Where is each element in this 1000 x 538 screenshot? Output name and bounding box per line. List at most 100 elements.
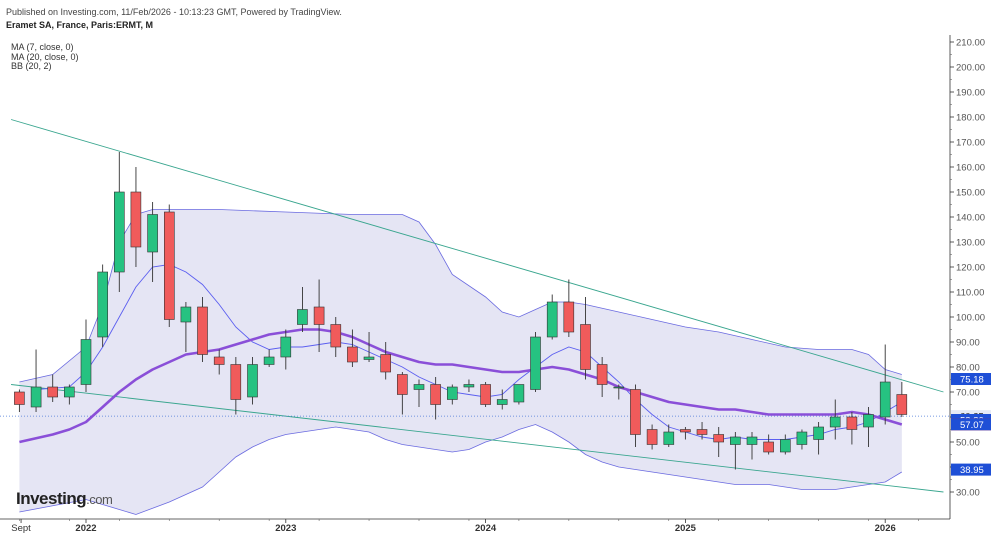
y-tick-label: 190.00 <box>956 88 985 99</box>
y-tick-label: 160.00 <box>956 163 985 174</box>
candle <box>779 434 791 455</box>
candle <box>713 427 725 457</box>
candle <box>263 349 275 367</box>
candle-body <box>247 364 258 398</box>
candle-body <box>280 336 292 358</box>
candle-body <box>347 346 358 363</box>
x-tick-label: 2026 <box>875 523 896 534</box>
candle <box>630 384 641 447</box>
candle-body <box>80 339 92 385</box>
price-badge: 38.95 <box>951 463 991 476</box>
price-badge-bg <box>951 463 991 476</box>
candle-body <box>14 391 25 405</box>
candle <box>14 389 25 412</box>
candle-body <box>147 214 158 253</box>
indicator-ma7[interactable]: MA (7, close, 0) <box>11 42 74 52</box>
candle <box>80 319 92 392</box>
candle-body <box>530 336 541 390</box>
candle-body <box>413 384 425 390</box>
y-tick-label: 130.00 <box>956 238 985 249</box>
candle-body <box>446 386 458 400</box>
candle-body <box>713 434 725 443</box>
candle <box>180 302 192 352</box>
candle <box>896 382 908 417</box>
bollinger-band-fill <box>19 209 902 515</box>
candle <box>863 407 874 447</box>
candle-body <box>779 439 791 453</box>
price-badge-label: 38.95 <box>960 465 984 476</box>
candle-body <box>729 436 741 445</box>
candle <box>746 432 758 460</box>
candle-body <box>64 386 75 398</box>
candle <box>829 399 841 440</box>
candle-body <box>896 394 908 415</box>
price-badge-bg <box>951 373 991 385</box>
chart-header: Published on Investing.com, 11/Feb/2026 … <box>6 6 342 32</box>
indicator-ma20[interactable]: MA (20, close, 0) <box>11 51 79 62</box>
candle <box>380 342 392 380</box>
candle <box>396 372 408 415</box>
candle-body <box>863 414 874 428</box>
plot-area <box>0 119 950 515</box>
candle-body <box>213 356 225 365</box>
candle-body <box>663 431 675 445</box>
candle <box>280 329 292 370</box>
candle <box>430 377 441 420</box>
y-tick-label: 150.00 <box>956 188 985 199</box>
candle <box>213 349 225 375</box>
candle-body <box>396 374 408 395</box>
candle-body <box>313 306 325 325</box>
candle-body <box>746 436 758 445</box>
candle-body <box>513 384 525 403</box>
candle <box>546 294 558 340</box>
candle <box>247 357 258 405</box>
candle <box>729 432 741 470</box>
y-tick-label: 90.00 <box>956 338 980 349</box>
candle-body <box>480 384 491 405</box>
x-tick-label: 2024 <box>475 523 497 534</box>
candle-body <box>546 301 558 338</box>
indicator-bb[interactable]: BB (20, 2) <box>11 61 52 71</box>
candle <box>130 167 142 267</box>
candle-body <box>180 306 192 323</box>
candle <box>596 357 608 397</box>
trendline-upper <box>10 119 944 393</box>
candle <box>30 349 42 412</box>
candle-body <box>330 324 342 348</box>
candle-body <box>164 211 175 320</box>
candle-body <box>230 364 242 400</box>
ma20-line <box>19 328 903 444</box>
investing-logo: Investing.com <box>16 489 113 509</box>
candle <box>47 374 59 402</box>
candle <box>330 317 342 357</box>
price-badge: 75.18 <box>951 373 991 386</box>
y-tick-label: 120.00 <box>956 263 985 274</box>
y-tick-label: 200.00 <box>956 63 985 74</box>
y-tick-label: 110.00 <box>956 288 984 299</box>
candle-body <box>563 301 575 333</box>
logo-brand: Investing <box>16 489 87 508</box>
candle-body <box>430 384 441 405</box>
candle <box>197 297 208 362</box>
candle <box>613 384 625 400</box>
bollinger-lower-line <box>19 424 903 515</box>
candle <box>680 427 691 440</box>
candle <box>846 412 858 445</box>
indicator-legend: MA (7, close, 0) MA (20, close, 0) BB (2… <box>11 42 79 72</box>
ma7-line <box>36 264 903 440</box>
price-badge-label: 57.07 <box>960 420 984 431</box>
candle-body <box>813 426 824 440</box>
y-tick-label: 100.00 <box>956 313 985 324</box>
candle <box>313 279 325 352</box>
candle-body <box>97 271 108 338</box>
candle-body <box>596 364 608 385</box>
candle <box>480 382 491 407</box>
candle <box>164 204 175 327</box>
candle <box>97 264 108 347</box>
candle <box>530 332 541 392</box>
candle <box>663 424 675 447</box>
candle-body <box>380 354 392 373</box>
candle <box>463 379 475 392</box>
candle-body <box>363 356 375 360</box>
